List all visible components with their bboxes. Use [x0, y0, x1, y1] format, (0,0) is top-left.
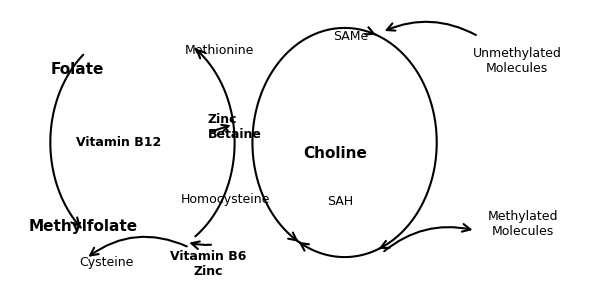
Text: SAH: SAH: [327, 195, 353, 208]
Text: Vitamin B12: Vitamin B12: [76, 136, 161, 149]
Text: Unmethylated
Molecules: Unmethylated Molecules: [473, 48, 562, 76]
Text: Folate: Folate: [50, 62, 104, 77]
Text: Homocysteine: Homocysteine: [181, 193, 271, 206]
Text: Methionine: Methionine: [185, 44, 254, 57]
Text: Methylated
Molecules: Methylated Molecules: [488, 209, 558, 237]
Text: Cysteine: Cysteine: [80, 256, 134, 269]
Text: SAMe: SAMe: [332, 30, 368, 43]
Text: Choline: Choline: [303, 146, 367, 161]
Text: Vitamin B6
Zinc: Vitamin B6 Zinc: [170, 250, 246, 278]
Text: Methylfolate: Methylfolate: [28, 219, 137, 234]
Text: Zinc
Betaine: Zinc Betaine: [208, 113, 262, 141]
